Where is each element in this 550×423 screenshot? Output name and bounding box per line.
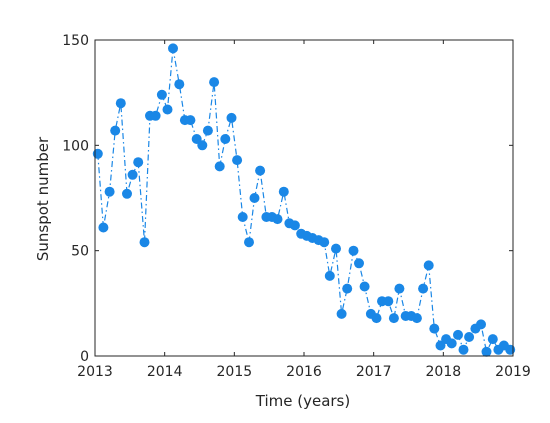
data-point [244, 237, 254, 248]
data-point [214, 161, 225, 172]
data-point [418, 283, 429, 294]
data-point [237, 212, 248, 222]
data-point [453, 329, 463, 340]
x-tick-label: 2019 [495, 364, 531, 380]
data-point [464, 332, 475, 342]
y-tick-label: 0 [80, 349, 89, 365]
data-point [476, 319, 486, 330]
data-point [348, 245, 359, 256]
data-point [429, 323, 440, 334]
data-point [487, 334, 498, 345]
data-point [342, 283, 353, 294]
data-point [202, 125, 213, 136]
data-point [174, 79, 185, 90]
data-point [127, 169, 138, 180]
y-tick-label: 150 [62, 33, 89, 49]
data-point [336, 308, 347, 319]
data-point [481, 346, 492, 357]
data-point [255, 165, 266, 176]
plot-area [92, 43, 516, 357]
data-point [446, 338, 457, 349]
data-point [319, 237, 330, 248]
y-tick-label: 50 [71, 244, 89, 260]
data-point [249, 193, 260, 203]
data-point [133, 157, 144, 168]
data-point [289, 220, 300, 231]
x-tick-label: 2016 [286, 364, 322, 380]
data-point [115, 98, 126, 109]
y-tick-label: 100 [62, 138, 89, 154]
tick-labels: 2013 2014 2015 2016 2017 2018 2019 0 50 100 150 [62, 33, 531, 380]
data-point [150, 110, 161, 121]
x-tick-label: 2018 [426, 364, 462, 380]
data-point [220, 134, 231, 144]
x-tick-label: 2015 [217, 364, 253, 380]
data-point [458, 344, 469, 355]
x-tick-label: 2014 [147, 364, 183, 380]
data-point [104, 186, 115, 197]
data-point [394, 283, 405, 294]
data-point [324, 270, 335, 281]
data-point [272, 214, 283, 225]
data-point [371, 313, 382, 324]
data-point [354, 258, 364, 269]
x-tick-label: 2013 [77, 364, 113, 380]
data-point [185, 115, 196, 126]
data-point [197, 140, 208, 151]
data-point [359, 281, 370, 292]
data-point [411, 313, 422, 324]
axes-box [94, 39, 514, 357]
data-point [162, 104, 173, 115]
x-axis-label: Time (years) [255, 392, 350, 410]
data-point [232, 155, 243, 166]
data-point [383, 296, 394, 307]
data-point [226, 112, 237, 123]
data-point [156, 89, 167, 100]
data-point [139, 237, 150, 248]
y-axis-label: Sunspot number [34, 136, 52, 261]
data-point [423, 260, 434, 271]
data-point [110, 125, 121, 136]
x-tick-label: 2017 [356, 364, 392, 380]
data-point [168, 43, 178, 54]
data-point [209, 77, 220, 88]
axes [94, 39, 514, 357]
data-point [331, 243, 341, 254]
data-point [505, 344, 516, 355]
data-point [98, 222, 109, 233]
data-point [92, 148, 103, 159]
data-point [122, 188, 132, 199]
data-point [278, 186, 289, 197]
data-point [388, 313, 399, 324]
